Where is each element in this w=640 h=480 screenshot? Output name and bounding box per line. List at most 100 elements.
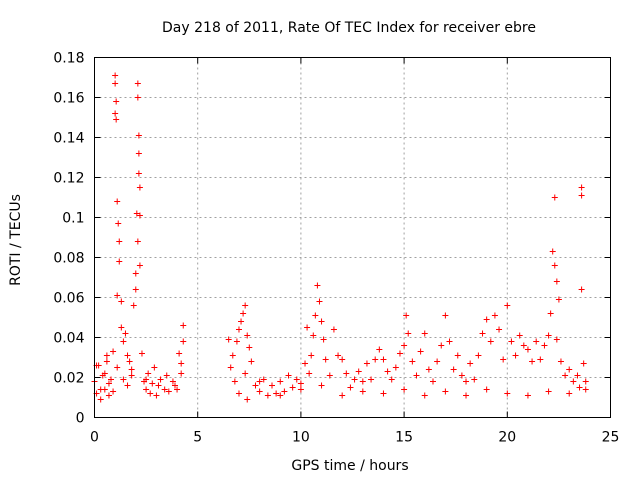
data-point xyxy=(330,326,337,333)
data-point xyxy=(578,286,585,293)
data-point xyxy=(171,382,178,389)
data-point xyxy=(113,116,120,123)
data-point xyxy=(112,72,119,79)
data-point xyxy=(463,392,470,399)
data-point xyxy=(242,370,249,377)
data-point xyxy=(413,372,420,379)
data-point xyxy=(403,312,410,319)
data-point xyxy=(467,360,474,367)
data-point xyxy=(132,270,139,277)
y-tick-label: 0.18 xyxy=(53,51,84,67)
data-point xyxy=(112,110,119,117)
data-point xyxy=(458,372,465,379)
data-point xyxy=(359,378,366,385)
axis-ticks xyxy=(94,57,611,418)
data-point xyxy=(108,376,115,383)
data-point xyxy=(244,332,251,339)
data-point xyxy=(304,324,311,331)
data-point xyxy=(405,330,412,337)
data-point xyxy=(553,336,560,343)
data-point xyxy=(463,378,470,385)
data-point xyxy=(138,350,145,357)
y-axis-label: ROTI / TECUs xyxy=(8,194,24,286)
data-point xyxy=(110,388,117,395)
data-point xyxy=(355,368,362,375)
data-point xyxy=(351,376,358,383)
data-point xyxy=(580,360,587,367)
data-point xyxy=(409,358,416,365)
data-point xyxy=(316,298,323,305)
data-point xyxy=(314,282,321,289)
data-point xyxy=(339,392,346,399)
data-point xyxy=(421,330,428,337)
data-point xyxy=(297,386,304,393)
data-point xyxy=(256,378,263,385)
x-tick-label: 25 xyxy=(602,430,620,446)
data-point xyxy=(512,352,519,359)
data-point xyxy=(178,370,185,377)
data-point xyxy=(310,332,317,339)
data-point xyxy=(318,382,325,389)
data-point xyxy=(483,386,490,393)
data-point xyxy=(147,390,154,397)
data-point xyxy=(116,258,123,265)
data-point xyxy=(454,352,461,359)
data-point xyxy=(363,360,370,367)
data-point xyxy=(118,324,125,331)
data-point xyxy=(116,238,123,245)
plot-border xyxy=(94,57,611,418)
data-point xyxy=(124,352,131,359)
data-point xyxy=(133,210,140,217)
data-point xyxy=(442,312,449,319)
data-point xyxy=(508,338,515,345)
data-point xyxy=(118,298,125,305)
data-point xyxy=(97,396,104,403)
data-point xyxy=(434,358,441,365)
y-tick-label: 0.1 xyxy=(62,211,84,227)
x-tick-label: 0 xyxy=(90,430,99,446)
data-point xyxy=(120,376,127,383)
data-point xyxy=(110,348,117,355)
data-point xyxy=(520,342,527,349)
data-point xyxy=(582,378,589,385)
data-point xyxy=(582,386,589,393)
data-point xyxy=(155,382,162,389)
data-point xyxy=(421,392,428,399)
data-point xyxy=(491,312,498,319)
data-point xyxy=(114,292,121,299)
data-point xyxy=(396,350,403,357)
data-point xyxy=(533,338,540,345)
data-point xyxy=(178,360,185,367)
data-point xyxy=(566,390,573,397)
data-point xyxy=(326,372,333,379)
data-point xyxy=(277,378,284,385)
data-point xyxy=(545,332,552,339)
data-point xyxy=(368,376,375,383)
y-tick-label: 0.08 xyxy=(53,251,84,267)
data-point xyxy=(135,170,142,177)
data-point xyxy=(479,330,486,337)
data-point xyxy=(136,212,143,219)
data-point xyxy=(547,310,554,317)
data-point xyxy=(293,376,300,383)
data-point xyxy=(180,338,187,345)
data-point xyxy=(425,366,432,373)
data-point xyxy=(256,388,263,395)
data-point xyxy=(240,310,247,317)
data-point xyxy=(500,356,507,363)
data-point xyxy=(165,388,172,395)
data-point xyxy=(225,336,232,343)
data-point xyxy=(103,352,110,359)
data-point xyxy=(115,220,122,227)
data-point xyxy=(136,184,143,191)
data-point xyxy=(126,358,133,365)
data-point xyxy=(136,262,143,269)
data-point xyxy=(229,352,236,359)
data-point xyxy=(578,192,585,199)
data-point xyxy=(244,396,251,403)
data-point xyxy=(555,296,562,303)
data-point xyxy=(114,364,121,371)
data-point xyxy=(578,184,585,191)
data-point xyxy=(392,364,399,371)
data-point xyxy=(153,392,160,399)
